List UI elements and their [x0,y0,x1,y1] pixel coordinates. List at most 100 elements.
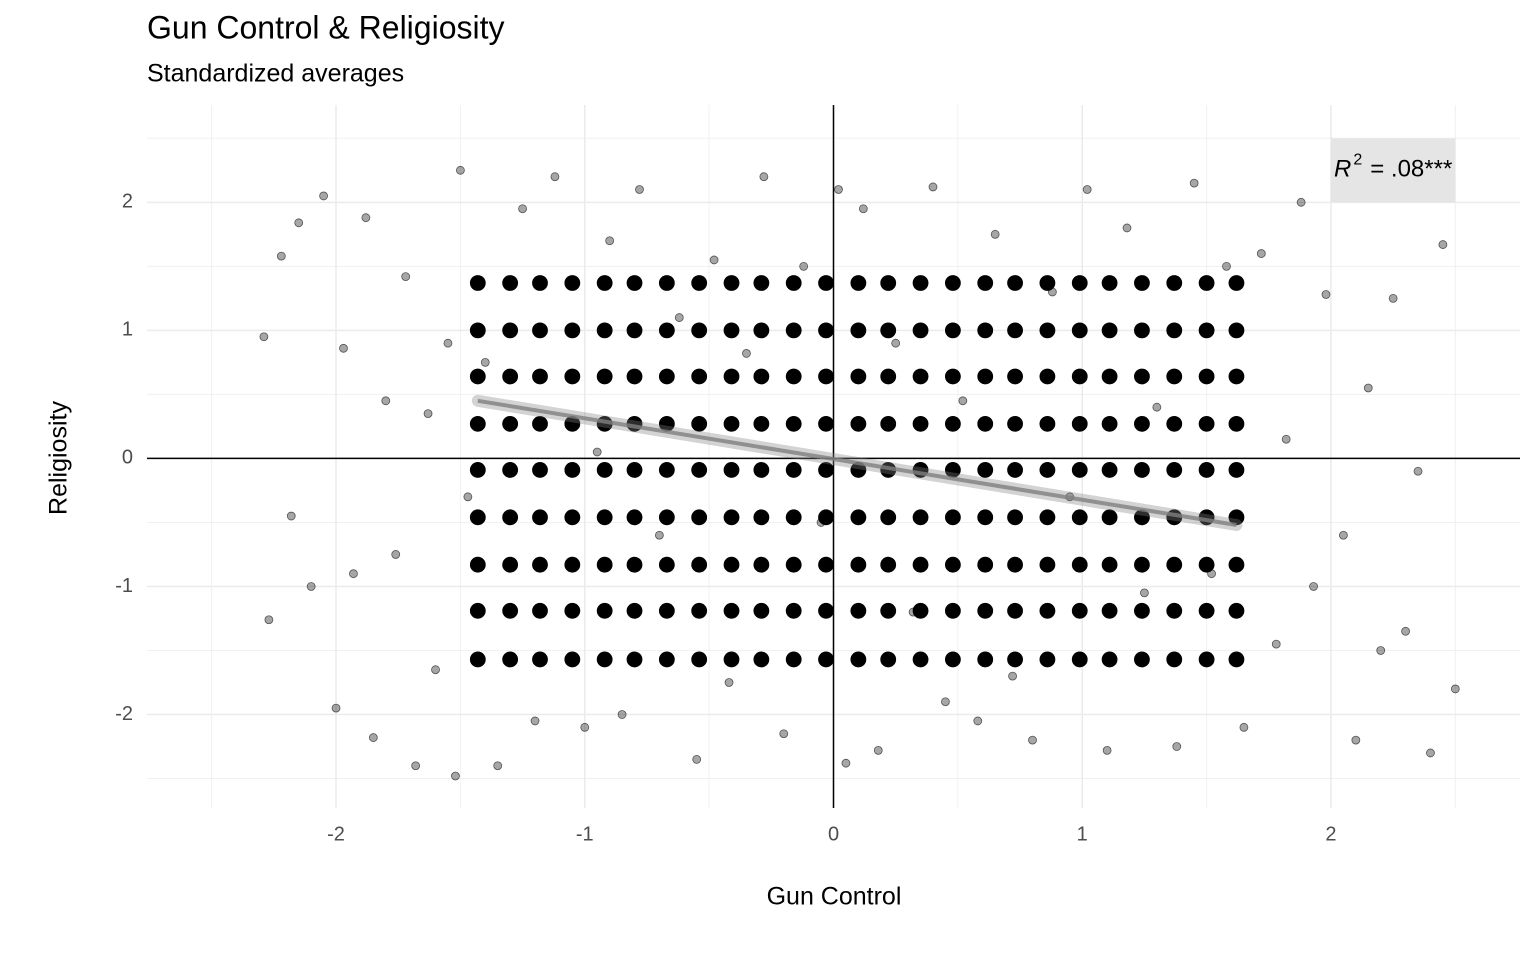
point [469,462,486,478]
point [626,368,643,385]
point [941,697,950,707]
point [469,322,486,339]
point [381,396,391,406]
point [785,556,802,573]
point [1101,556,1118,573]
point [626,651,643,668]
point [723,651,740,668]
point [596,275,613,291]
point [1172,742,1182,751]
chart-title: Gun Control & Religiosity [147,9,504,45]
point [691,651,708,668]
point [977,602,994,619]
x-tick-label: 2 [1325,823,1336,845]
point [691,462,708,478]
point [850,602,867,619]
point [1166,322,1183,339]
point [891,338,901,348]
point [818,415,834,432]
point [1321,290,1331,299]
point [692,754,702,764]
point [977,556,994,573]
point [724,678,734,687]
point [431,665,440,675]
point [818,368,834,385]
point [596,509,613,526]
point [759,172,769,182]
point [1198,602,1215,619]
point [944,368,961,385]
point [944,322,961,339]
point [1007,415,1023,432]
point [1101,651,1118,668]
point [818,509,834,526]
point [1101,368,1118,385]
point [331,703,341,713]
point [1281,434,1291,444]
point [779,729,789,739]
point [1007,602,1023,619]
point [626,462,643,478]
point [532,462,548,478]
point [502,556,519,573]
x-axis-label: Gun Control [767,883,902,911]
point [818,275,834,291]
point [1039,415,1056,432]
annotation-text: = .08*** [1370,156,1452,183]
point [753,368,770,385]
point [626,322,643,339]
point [1271,639,1281,649]
point [977,322,994,339]
point [880,322,897,339]
point [1351,735,1361,745]
x-tick-label: 0 [828,823,839,845]
point [469,509,486,526]
point [1071,556,1088,573]
point [456,165,465,175]
point [658,602,675,619]
point [1198,556,1215,573]
point [1101,322,1118,339]
point [691,368,708,385]
point [580,722,590,732]
point [605,236,615,246]
point [1101,462,1118,478]
point [617,710,627,719]
point [391,550,401,559]
point [912,602,929,619]
point [469,415,486,432]
point [463,492,473,502]
plot-area: R 2 = .08*** [147,105,1520,808]
point [1228,415,1245,432]
point [850,275,867,291]
point [564,322,581,339]
point [753,275,770,291]
point [880,415,897,432]
point [1228,462,1245,478]
point [785,368,802,385]
chart-subtitle: Standardized averages [147,60,404,88]
point [264,615,274,625]
point [411,761,421,771]
point [1082,185,1092,194]
point [880,275,897,291]
point [564,275,581,291]
point [742,349,751,358]
y-tick-label: 0 [122,447,133,469]
point [469,368,486,385]
point [596,462,613,478]
point [977,368,994,385]
point [502,368,519,385]
point [532,602,548,619]
point [658,556,675,573]
point [1166,368,1183,385]
point [785,462,802,478]
point [658,368,675,385]
point [723,602,740,619]
point [880,509,897,526]
annotation-symbol: R [1334,156,1351,183]
point [502,322,519,339]
point [753,556,770,573]
point [654,530,664,540]
point [944,602,961,619]
